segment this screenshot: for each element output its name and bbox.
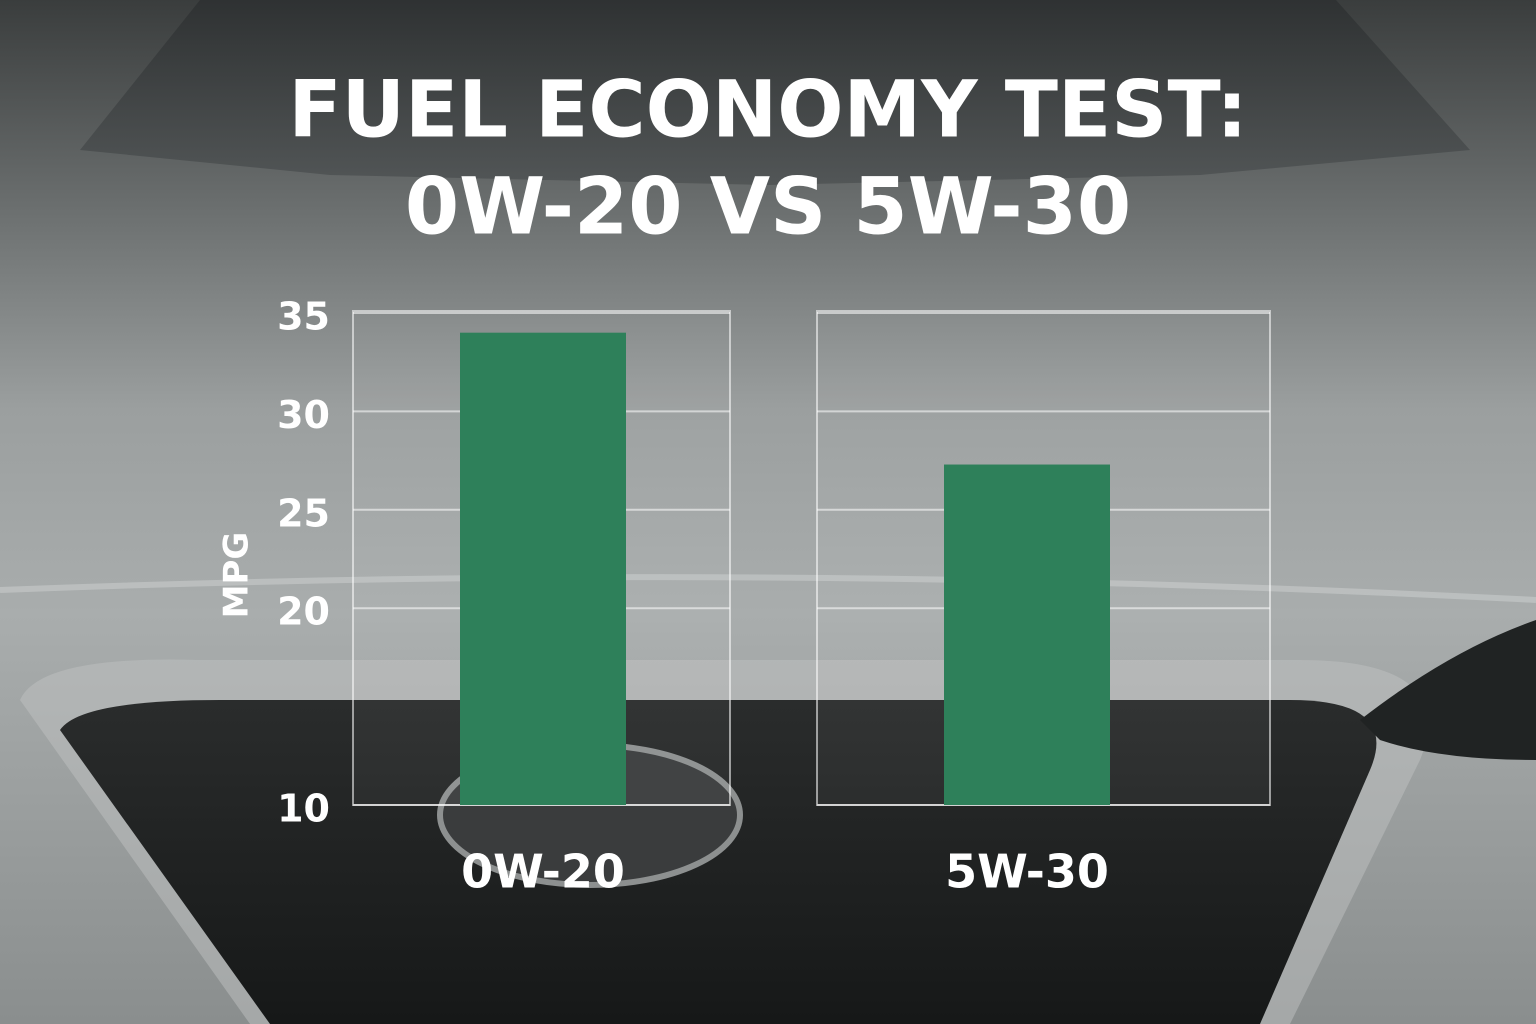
bar [944, 464, 1110, 805]
y-tick-label: 20 [277, 590, 330, 634]
y-axis-label: MPG [217, 532, 257, 619]
y-tick-label: 25 [277, 491, 330, 535]
y-tick-label: 30 [277, 393, 330, 437]
chart-title: FUEL ECONOMY TEST: [288, 65, 1247, 155]
x-tick-label: 0W-20 [461, 845, 625, 899]
y-tick-label: 35 [277, 295, 330, 339]
bar [460, 332, 626, 805]
chart-title: 0W-20 VS 5W-30 [405, 162, 1131, 252]
x-tick-label: 5W-30 [945, 845, 1109, 899]
y-tick-label: 10 [277, 787, 330, 831]
